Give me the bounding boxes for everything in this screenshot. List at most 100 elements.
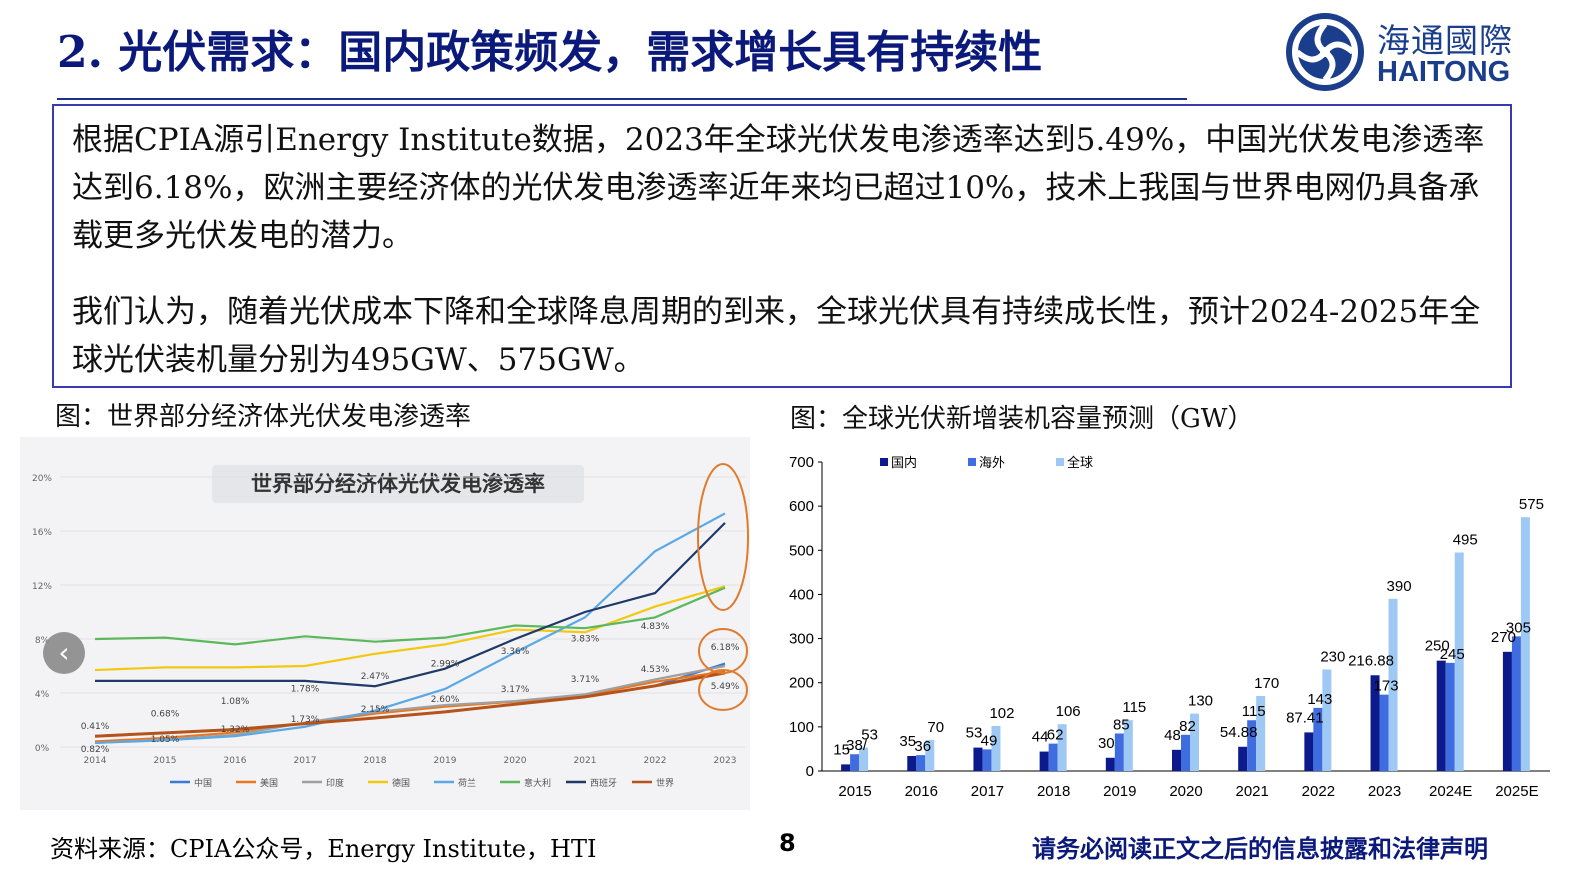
bar-value-label: 115 (1122, 699, 1146, 716)
bar-value-label: 575 (1519, 496, 1544, 513)
bar-国内 (1436, 660, 1446, 771)
line-chart-data-label: 3.17% (501, 685, 530, 695)
bar-value-label: 173 (1374, 678, 1399, 695)
line-chart-data-label: 1.78% (291, 685, 320, 695)
bar-chart-y-tick: 500 (789, 542, 814, 559)
bar-chart-y-tick: 600 (789, 498, 814, 515)
footer-source: 资料来源：CPIA公众号，Energy Institute，HTI (50, 835, 597, 863)
bar-value-label: 54.88 (1220, 724, 1258, 741)
bar-chart-x-tick: 2021 (1235, 783, 1268, 800)
bar-value-label: 82 (1179, 718, 1196, 735)
line-chart-y-tick: 12% (32, 582, 52, 592)
haitong-emblem-icon (1286, 13, 1364, 91)
line-chart-data-label: 3.83% (571, 635, 600, 645)
bar-全球 (1256, 695, 1266, 771)
bar-value-label: 245 (1440, 646, 1465, 663)
line-chart-x-tick: 2018 (364, 756, 387, 766)
bar-value-label: 62 (1047, 727, 1064, 744)
line-chart-data-label: 3.71% (571, 675, 600, 685)
line-series-德国 (94, 585, 726, 672)
bar-value-label: 250 (1425, 638, 1450, 655)
line-chart-data-label: 1.05% (151, 735, 180, 745)
bar-value-label: 53 (966, 725, 983, 742)
bar-全球 (859, 747, 869, 771)
bar-value-label: 216.88 (1348, 652, 1394, 669)
bar-chart-y-tick: 300 (789, 631, 814, 648)
logo-chinese-text: 海通國際 (1377, 21, 1513, 60)
bar-全球 (1190, 713, 1199, 771)
bar-value-label: 102 (989, 705, 1014, 722)
line-series-世界 (94, 671, 726, 738)
prev-slide-button[interactable]: ‹ (43, 632, 85, 674)
bar-legend-swatch (1056, 458, 1064, 466)
summary-paragraph-2: 我们认为，随着光伏成本下降和全球降息周期的到来，全球光伏具有持续成长性，预计20… (72, 294, 1481, 378)
bar-legend-swatch (968, 458, 976, 466)
line-chart-y-tick: 16% (32, 528, 52, 538)
bar-chart-x-tick: 2015 (838, 783, 871, 800)
line-legend-label: 德国 (392, 777, 410, 789)
line-series-美国 (94, 670, 726, 743)
line-chart-x-tick: 2020 (504, 756, 527, 766)
summary-box: 根据CPIA源引Energy Institute数据，2023年全球光伏发电渗透… (52, 104, 1512, 388)
summary-paragraph-1: 根据CPIA源引Energy Institute数据，2023年全球光伏发电渗透… (72, 122, 1485, 254)
bar-全球 (1057, 724, 1067, 771)
line-chart-data-label: 4.53% (641, 665, 670, 675)
bar-国内 (1105, 757, 1115, 771)
bar-value-label: 495 (1453, 531, 1478, 548)
line-chart-data-label: 6.18% (711, 643, 740, 653)
bar-全球 (1123, 720, 1133, 771)
line-chart-data-label: 2.15% (361, 705, 390, 715)
line-chart-x-tick: 2022 (644, 756, 667, 766)
bar-value-label: 390 (1387, 578, 1412, 595)
line-legend-label: 美国 (260, 777, 278, 789)
bar-value-label: 35 (899, 733, 916, 750)
line-chart-data-label: 0.41% (81, 722, 110, 732)
penetration-chart-panel: 世界部分经济体光伏发电渗透率 0% 4% 8% 12% 16% 20% 2014 2015 20… (20, 437, 750, 810)
line-chart-y-tick: 4% (35, 690, 50, 700)
penetration-line-chart: 世界部分经济体光伏发电渗透率 0% 4% 8% 12% 16% 20% 2014 2015 20… (32, 463, 749, 789)
bar-chart-y-tick: 700 (789, 454, 814, 471)
bar-chart-y-tick: 200 (789, 675, 814, 692)
left-chart-caption: 图：世界部分经济体光伏发电渗透率 (55, 402, 472, 432)
line-legend-label: 中国 (194, 777, 212, 789)
bar-value-label: 15 (833, 741, 850, 758)
bar-国内 (1370, 675, 1380, 771)
bar-value-label: 230 (1320, 648, 1345, 665)
line-chart-x-tick: 2016 (224, 756, 247, 766)
bar-全球 (925, 740, 935, 771)
bar-value-label: 115 (1242, 703, 1266, 720)
line-legend-label: 印度 (326, 777, 344, 789)
bar-国内 (973, 747, 983, 771)
line-chart-data-label: 5.49% (711, 682, 740, 692)
line-chart-x-tick: 2014 (84, 756, 107, 766)
bar-value-label: 38/ (846, 737, 868, 754)
line-chart-x-tick: 2023 (714, 756, 737, 766)
line-series-荷兰 (94, 512, 726, 745)
bar-value-label: 87.41 (1286, 709, 1324, 726)
line-chart-x-tick: 2019 (434, 756, 457, 766)
bar-legend-label: 国内 (891, 455, 917, 471)
footer-disclaimer[interactable]: 请务必阅读正文之后的信息披露和法律声明 (1032, 834, 1488, 863)
bar-国内 (841, 764, 851, 771)
bar-value-label: 36 (914, 738, 931, 755)
bar-value-label: 48 (1164, 727, 1181, 744)
bar-chart-y-tick: 0 (806, 763, 814, 780)
highlight-ellipse-world (698, 669, 748, 711)
line-chart-data-label: 1.32% (221, 725, 250, 735)
bar-chart-y-tick: 400 (789, 586, 814, 603)
bar-chart-x-tick: 2022 (1302, 783, 1335, 800)
bar-chart-y-tick: 100 (789, 719, 814, 736)
right-chart-caption: 图：全球光伏新增装机容量预测（GW） (790, 404, 1254, 434)
bar-chart-x-tick: 2018 (1037, 783, 1070, 800)
line-series-西班牙 (95, 522, 726, 688)
bar-value-label: 130 (1188, 693, 1213, 710)
installation-bar-chart: 0 100 200 300 400 500 600 700 2015 2016 2017 2018 20… (760, 440, 1560, 810)
bar-chart-x-tick: 2020 (1169, 783, 1202, 800)
bar-海外 (1445, 662, 1455, 771)
haitong-logo: 海通國際 HAITONG (1283, 10, 1523, 94)
bar-chart-x-tick: 2016 (905, 783, 938, 800)
bar-海外 (1114, 733, 1124, 771)
bar-海外 (850, 754, 860, 771)
bar-legend-label: 海外 (979, 456, 1005, 471)
bar-value-label: 106 (1056, 703, 1081, 720)
